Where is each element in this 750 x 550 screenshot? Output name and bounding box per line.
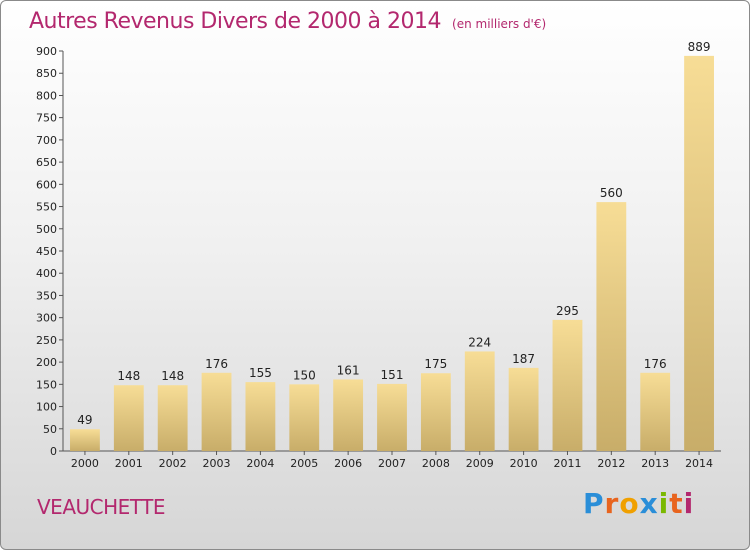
y-tick-label: 200 [36,356,57,369]
bar-2014 [684,55,714,452]
logo-letter: i [658,487,670,520]
y-tick-label: 250 [36,334,57,347]
bars: 49 148 148 176 155 150 161 151 175 224 187 295 560 17… [70,40,714,452]
x-tick-label-2009: 2009 [466,457,494,470]
value-label-2001: 148 [117,369,140,383]
x-tick-label-2014: 2014 [685,457,713,470]
logo-letter: o [619,487,640,520]
bar-2011 [552,319,583,451]
x-tick-label-2002: 2002 [159,457,187,470]
bar-2008 [420,373,451,451]
y-tick-label: 50 [43,423,57,436]
value-label-2009: 224 [468,335,491,349]
commune-name: VEAUCHETTE [37,495,166,519]
x-tick-label-2007: 2007 [378,457,406,470]
x-tick-label-2010: 2010 [510,457,538,470]
value-label-2011: 295 [556,304,579,318]
x-tick-label-2004: 2004 [246,457,274,470]
value-label-2014: 889 [688,40,711,54]
bar-2012 [596,202,627,451]
proxiti-logo: Proxiti [583,487,694,520]
x-tick-label-2006: 2006 [334,457,362,470]
x-tick-label-2011: 2011 [553,457,581,470]
logo-letter: x [639,487,659,520]
value-label-2012: 560 [600,186,623,200]
bar-2006 [333,379,364,451]
x-tick-label-2008: 2008 [422,457,450,470]
bar-2010 [508,367,539,451]
x-tick-label-2001: 2001 [115,457,143,470]
bar-2004 [245,382,276,451]
value-label-2000: 49 [77,413,92,427]
logo-letter: i [683,487,695,520]
bar-2005 [289,384,320,451]
logo-letter: t [669,487,684,520]
logo-letter: P [583,487,605,520]
x-tick-label-2012: 2012 [597,457,625,470]
logo-letter: r [604,487,620,520]
y-tick-label: 400 [36,267,57,280]
bar-2009 [464,351,495,451]
value-label-2002: 148 [161,369,184,383]
chart-title: Autres Revenus Divers de 2000 à 2014 (en… [29,9,546,34]
y-tick-label: 700 [36,134,57,147]
y-axis: 0 50 100 150 200 250 300 350 400 450 500 550 600 650 7… [36,45,721,470]
x-tick-label-2005: 2005 [290,457,318,470]
chart-title-text: Autres Revenus Divers de 2000 à 2014 [29,9,441,34]
y-tick-label: 550 [36,201,57,214]
y-tick-label: 350 [36,289,57,302]
value-label-2003: 176 [205,357,228,371]
y-tick-label: 500 [36,223,57,236]
y-tick-label: 300 [36,312,57,325]
value-label-2004: 155 [249,366,272,380]
bar-2002 [157,385,188,451]
bar-2007 [377,383,407,451]
bar-2000 [70,429,100,451]
x-tick-label-2000: 2000 [71,457,99,470]
value-label-2007: 151 [381,368,404,382]
y-tick-label: 100 [36,401,57,414]
y-tick-label: 800 [36,89,57,102]
x-tick-label-2013: 2013 [641,457,669,470]
y-tick-label: 450 [36,245,57,258]
value-label-2010: 187 [512,352,535,366]
y-tick-label: 600 [36,178,57,191]
y-tick-label: 850 [36,67,57,80]
value-label-2013: 176 [644,357,667,371]
value-label-2008: 175 [424,357,447,371]
y-tick-label: 900 [36,45,57,58]
y-tick-label: 150 [36,378,57,391]
bar-2001 [113,385,144,451]
value-label-2005: 150 [293,368,316,382]
bar-2003 [201,372,232,451]
y-tick-label: 650 [36,156,57,169]
value-label-2006: 161 [337,363,360,377]
x-tick-label-2003: 2003 [203,457,231,470]
chart-unit: (en milliers d'€) [452,17,547,31]
bar-2013 [640,372,671,451]
y-tick-label: 750 [36,112,57,125]
y-tick-label: 0 [50,445,57,458]
